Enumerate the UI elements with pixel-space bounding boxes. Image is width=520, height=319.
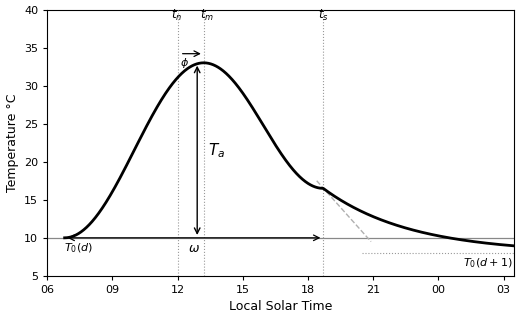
- Text: $t_n$: $t_n$: [171, 8, 182, 23]
- Text: $\omega$: $\omega$: [188, 241, 200, 255]
- Text: $T_0(d)$: $T_0(d)$: [63, 241, 93, 255]
- Text: $t_m$: $t_m$: [200, 8, 214, 23]
- X-axis label: Local Solar Time: Local Solar Time: [229, 300, 333, 314]
- Text: $T_a$: $T_a$: [208, 141, 225, 160]
- Text: $t_s$: $t_s$: [318, 8, 329, 23]
- Text: $\phi$: $\phi$: [180, 56, 189, 70]
- Y-axis label: Temperature °C: Temperature °C: [6, 93, 19, 192]
- Text: $T_0(d+1)$: $T_0(d+1)$: [463, 256, 512, 270]
